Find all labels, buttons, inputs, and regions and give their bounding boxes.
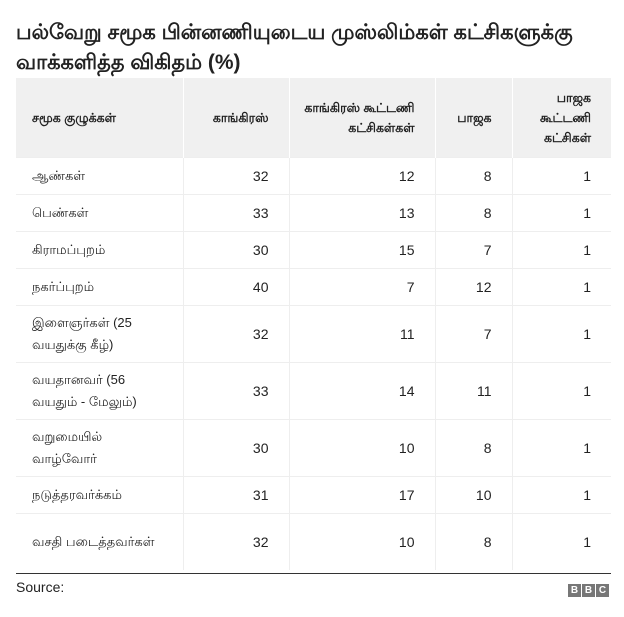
table-cell: 10 bbox=[288, 419, 435, 477]
table-cell: 7 bbox=[288, 268, 435, 306]
column-header: பாஜக bbox=[434, 78, 512, 158]
table-cell: 7 bbox=[434, 305, 512, 363]
chart-title: பல்வேறு சமூக பின்னணியுடைய முஸ்லிம்கள் கட… bbox=[16, 21, 573, 74]
source-label: Source: bbox=[16, 579, 65, 595]
table-row: நடுத்தரவர்க்கம் 31 17 10 1 bbox=[16, 476, 611, 514]
table-cell: 14 bbox=[288, 362, 435, 420]
table-cell: 8 bbox=[434, 194, 512, 232]
row-label: பெண்கள் bbox=[16, 194, 183, 232]
table-row: நகர்ப்புறம் 40 7 12 1 bbox=[16, 268, 611, 306]
table-cell: 11 bbox=[288, 305, 435, 363]
table-cell: 31 bbox=[182, 476, 289, 514]
row-label: வறுமையில் வாழ்வோர் bbox=[16, 419, 183, 477]
table-cell: 33 bbox=[182, 194, 289, 232]
row-label: நடுத்தரவர்க்கம் bbox=[16, 476, 183, 514]
table-cell: 1 bbox=[511, 157, 611, 195]
row-label: வயதானவர் (56 வயதும் - மேலும்) bbox=[16, 362, 183, 420]
row-label: வசதி படைத்தவர்கள் bbox=[16, 513, 183, 570]
table-cell: 33 bbox=[182, 362, 289, 420]
table-cell: 1 bbox=[511, 231, 611, 269]
table-row: வசதி படைத்தவர்கள் 32 10 8 1 bbox=[16, 513, 611, 570]
column-header: காங்கிரஸ் bbox=[182, 78, 289, 158]
table-cell: 8 bbox=[434, 513, 512, 570]
table-cell: 32 bbox=[182, 305, 289, 363]
table-cell: 1 bbox=[511, 194, 611, 232]
table-cell: 30 bbox=[182, 231, 289, 269]
table-cell: 30 bbox=[182, 419, 289, 477]
table-cell: 10 bbox=[434, 476, 512, 514]
table-row: ஆண்கள் 32 12 8 1 bbox=[16, 157, 611, 195]
row-label: இளைஞர்கள் (25 வயதுக்கு கீழ்) bbox=[16, 305, 183, 363]
table-cell: 1 bbox=[511, 362, 611, 420]
table-cell: 32 bbox=[182, 513, 289, 570]
table-cell: 7 bbox=[434, 231, 512, 269]
table-cell: 8 bbox=[434, 419, 512, 477]
table-cell: 17 bbox=[288, 476, 435, 514]
table-cell: 12 bbox=[288, 157, 435, 195]
table-cell: 12 bbox=[434, 268, 512, 306]
table-header-row: சமூக குழுக்கள் காங்கிரஸ் காங்கிரஸ் கூட்டணி… bbox=[16, 78, 611, 158]
column-header: காங்கிரஸ் கூட்டணி கட்சிகள்கள் bbox=[288, 78, 435, 158]
table-row: பெண்கள் 33 13 8 1 bbox=[16, 194, 611, 232]
table-cell: 11 bbox=[434, 362, 512, 420]
table-cell: 1 bbox=[511, 268, 611, 306]
table-row: இளைஞர்கள் (25 வயதுக்கு கீழ்) 32 11 7 1 bbox=[16, 305, 611, 363]
table-cell: 10 bbox=[288, 513, 435, 570]
column-header: பாஜக கூட்டணி கட்சிகள் bbox=[511, 78, 611, 158]
row-label: நகர்ப்புறம் bbox=[16, 268, 183, 306]
table-cell: 13 bbox=[288, 194, 435, 232]
table-cell: 1 bbox=[511, 476, 611, 514]
table-cell: 40 bbox=[182, 268, 289, 306]
table-cell: 1 bbox=[511, 419, 611, 477]
table-cell: 1 bbox=[511, 305, 611, 363]
footer-divider bbox=[16, 573, 611, 574]
table-cell: 32 bbox=[182, 157, 289, 195]
row-label: ஆண்கள் bbox=[16, 157, 183, 195]
row-label: கிராமப்புறம் bbox=[16, 231, 183, 269]
table-cell: 1 bbox=[511, 513, 611, 570]
table-cell: 15 bbox=[288, 231, 435, 269]
table-row: வறுமையில் வாழ்வோர் 30 10 8 1 bbox=[16, 419, 611, 477]
column-header: சமூக குழுக்கள் bbox=[16, 78, 183, 158]
data-table: சமூக குழுக்கள் காங்கிரஸ் காங்கிரஸ் கூட்டணி… bbox=[16, 78, 611, 570]
table-row: கிராமப்புறம் 30 15 7 1 bbox=[16, 231, 611, 269]
table-row: வயதானவர் (56 வயதும் - மேலும்) 33 14 11 1 bbox=[16, 362, 611, 420]
table-cell: 8 bbox=[434, 157, 512, 195]
